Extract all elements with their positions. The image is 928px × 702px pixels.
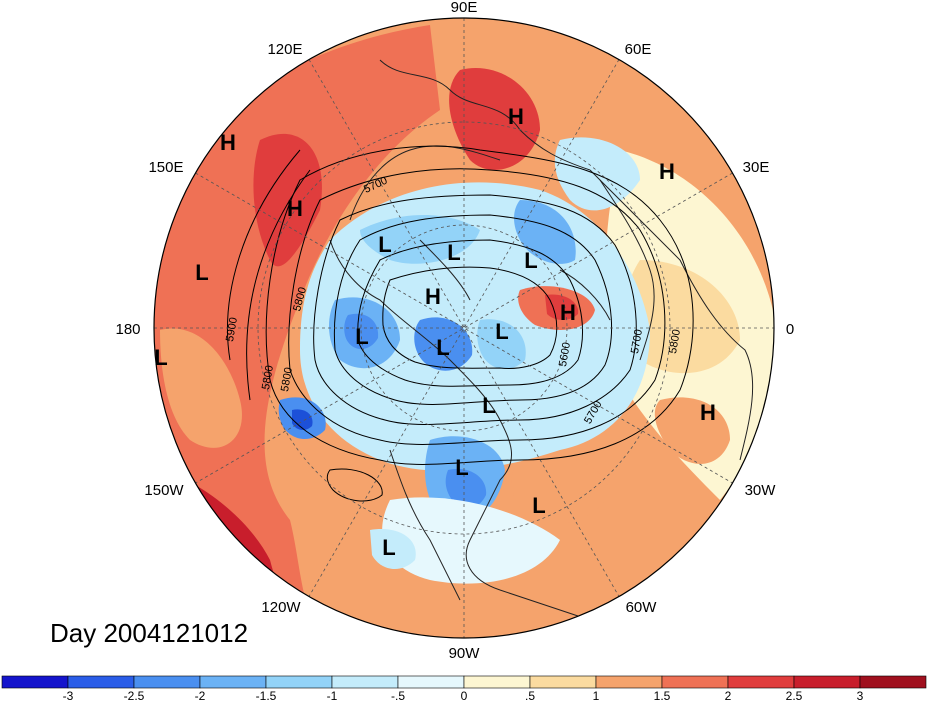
colorbar-tick-label: .5 bbox=[525, 689, 535, 702]
high-pressure-marker: H bbox=[425, 284, 441, 309]
colorbar-swatch bbox=[133, 675, 201, 689]
low-pressure-marker: L bbox=[455, 455, 468, 480]
colorbar-swatch bbox=[397, 675, 465, 689]
contour-label: 5800 bbox=[260, 364, 276, 390]
colorbar-swatch bbox=[793, 675, 861, 689]
colorbar-tick-label: -2.5 bbox=[124, 689, 145, 702]
lon-label-180: 180 bbox=[115, 321, 140, 338]
lon-label-60w: 60W bbox=[626, 599, 658, 616]
lon-label-150e: 150E bbox=[148, 159, 183, 176]
contour-label: 5600 bbox=[557, 341, 573, 367]
lon-label-150w: 150W bbox=[144, 482, 184, 499]
lon-label-90e: 90E bbox=[451, 0, 478, 16]
colorbar-tick-label: 1.5 bbox=[654, 689, 671, 702]
low-pressure-marker: L bbox=[524, 248, 537, 273]
colorbar-tick-label: -.5 bbox=[391, 689, 405, 702]
colorbar-swatch bbox=[199, 675, 267, 689]
low-pressure-marker: L bbox=[378, 232, 391, 257]
low-pressure-marker: L bbox=[355, 324, 368, 349]
colorbar-tick-label: -3 bbox=[63, 689, 74, 702]
colorbar-swatch bbox=[661, 675, 729, 689]
low-pressure-marker: L bbox=[436, 335, 449, 360]
colorbar-swatch bbox=[331, 675, 399, 689]
high-pressure-marker: H bbox=[508, 104, 524, 129]
low-pressure-marker: L bbox=[382, 535, 395, 560]
high-pressure-marker: H bbox=[287, 196, 303, 221]
low-pressure-marker: L bbox=[495, 319, 508, 344]
contour-label: 5700 bbox=[629, 328, 645, 354]
lon-label-90w: 90W bbox=[449, 645, 481, 662]
colorbar-tick-label: -1 bbox=[327, 689, 338, 702]
contour-label: 5900 bbox=[224, 316, 240, 342]
colorbar-swatch bbox=[529, 675, 597, 689]
colorbar-tick-label: 2.5 bbox=[786, 689, 803, 702]
colorbar-swatch bbox=[1, 675, 69, 689]
colorbar-tick-label: 3 bbox=[857, 689, 864, 702]
colorbar-tick-label: -1.5 bbox=[256, 689, 277, 702]
lon-label-0: 0 bbox=[786, 321, 794, 338]
graticule bbox=[154, 18, 774, 638]
high-pressure-marker: L bbox=[532, 493, 545, 518]
pressure-markers: H H H H H H H L L L L L L L L L L L bbox=[154, 104, 716, 518]
coastlines bbox=[329, 59, 754, 621]
high-pressure-marker: H bbox=[700, 400, 716, 425]
contour-label: 5800 bbox=[667, 328, 683, 354]
lon-label-120e: 120E bbox=[267, 41, 302, 58]
colorbar-swatch bbox=[859, 675, 927, 689]
high-pressure-marker: H bbox=[220, 130, 236, 155]
date-label: Day 2004121012 bbox=[50, 618, 249, 648]
colorbar-swatch bbox=[595, 675, 663, 689]
lon-label-30e: 30E bbox=[743, 159, 770, 176]
colorbar-swatch bbox=[727, 675, 795, 689]
colorbar-tick-label: 2 bbox=[725, 689, 732, 702]
lon-label-30w: 30W bbox=[745, 482, 777, 499]
contour-label: 5800 bbox=[279, 366, 295, 392]
colorbar-swatch bbox=[67, 675, 135, 689]
colorbar-tick-label: 1 bbox=[593, 689, 600, 702]
colorbar-swatch bbox=[265, 675, 333, 689]
colorbar: -3 -2.5 -2 -1.5 -1 -.5 0 .5 1 1.5 2 2.5 3 bbox=[1, 675, 927, 702]
map-boundary bbox=[153, 17, 775, 639]
colorbar-tick-label: -2 bbox=[195, 689, 206, 702]
lon-label-60e: 60E bbox=[625, 41, 652, 58]
low-pressure-marker: L bbox=[195, 260, 208, 285]
low-pressure-marker: L bbox=[154, 345, 167, 370]
lon-label-120w: 120W bbox=[261, 599, 301, 616]
low-pressure-marker: L bbox=[482, 393, 495, 418]
colorbar-swatch bbox=[463, 675, 531, 689]
high-pressure-marker: H bbox=[659, 159, 675, 184]
high-pressure-marker: H bbox=[560, 300, 576, 325]
height-contours bbox=[227, 145, 694, 502]
low-pressure-marker: L bbox=[447, 240, 460, 265]
longitude-labels: 90E 60E 30E 0 30W 60W 90W 120W 150W 180 … bbox=[115, 0, 794, 662]
colorbar-tick-label: 0 bbox=[461, 689, 468, 702]
